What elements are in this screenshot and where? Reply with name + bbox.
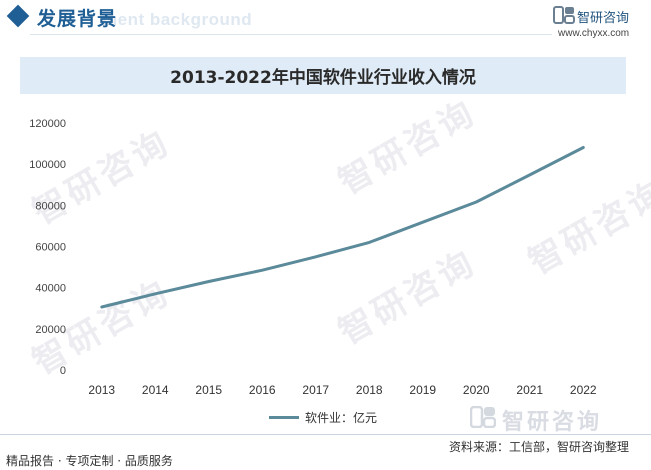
x-tick-label: 2017: [302, 383, 329, 397]
section-title: 发展背景: [37, 8, 118, 30]
footer-divider: [0, 434, 651, 435]
footer-logo-icon: [470, 406, 496, 428]
footer-logo: 智研咨询: [470, 404, 640, 435]
y-tick-label: 40000: [35, 283, 66, 295]
footer-slogan: 精品报告 · 专项定制 · 品质服务: [6, 454, 173, 468]
x-tick-label: 2015: [195, 383, 222, 397]
header-divider: [30, 34, 552, 35]
x-tick-label: 2022: [570, 383, 597, 397]
legend-swatch: [269, 415, 299, 419]
x-tick-label: 2020: [463, 383, 490, 397]
chart-title-band: 2013-2022年中国软件业行业收入情况: [20, 57, 626, 94]
brand-block: 智研咨询 www.chyxx.com: [553, 6, 645, 39]
y-tick-label: 0: [60, 365, 66, 377]
y-tick-label: 60000: [35, 242, 66, 254]
footer-logo-text: 智研咨询: [502, 410, 603, 435]
legend: 软件业：亿元: [269, 407, 377, 427]
brand-logo-icon: [553, 6, 575, 24]
y-tick-label: 120000: [29, 118, 66, 130]
x-tick-label: 2018: [356, 383, 383, 397]
chart-title: 2013-2022年中国软件业行业收入情况: [170, 68, 476, 88]
x-tick-label: 2016: [249, 383, 276, 397]
x-tick-label: 2014: [142, 383, 169, 397]
source-note: 资料来源：工信部，智研咨询整理: [449, 440, 630, 454]
y-tick-label: 80000: [35, 200, 66, 212]
page-header: ment background 发展背景 智研咨询 www.chyxx.com: [0, 0, 651, 42]
legend-label: 软件业：亿元: [305, 410, 378, 425]
series-line: [100, 146, 585, 309]
series-group: [100, 146, 585, 309]
brand-name: 智研咨询: [577, 11, 630, 26]
y-axis: 0 20000 40000 60000 80000 100000 120000: [29, 118, 66, 377]
y-tick-label: 20000: [35, 324, 66, 336]
x-axis: 2013 2014 2015 2016 2017 2018 2019 2020 2021 2022: [88, 383, 597, 397]
brand-url: www.chyxx.com: [558, 28, 630, 39]
y-tick-label: 100000: [29, 159, 66, 171]
section-ghost-text: ment background: [102, 10, 253, 29]
x-tick-label: 2021: [516, 383, 543, 397]
x-tick-label: 2013: [88, 383, 115, 397]
x-tick-label: 2019: [409, 383, 436, 397]
